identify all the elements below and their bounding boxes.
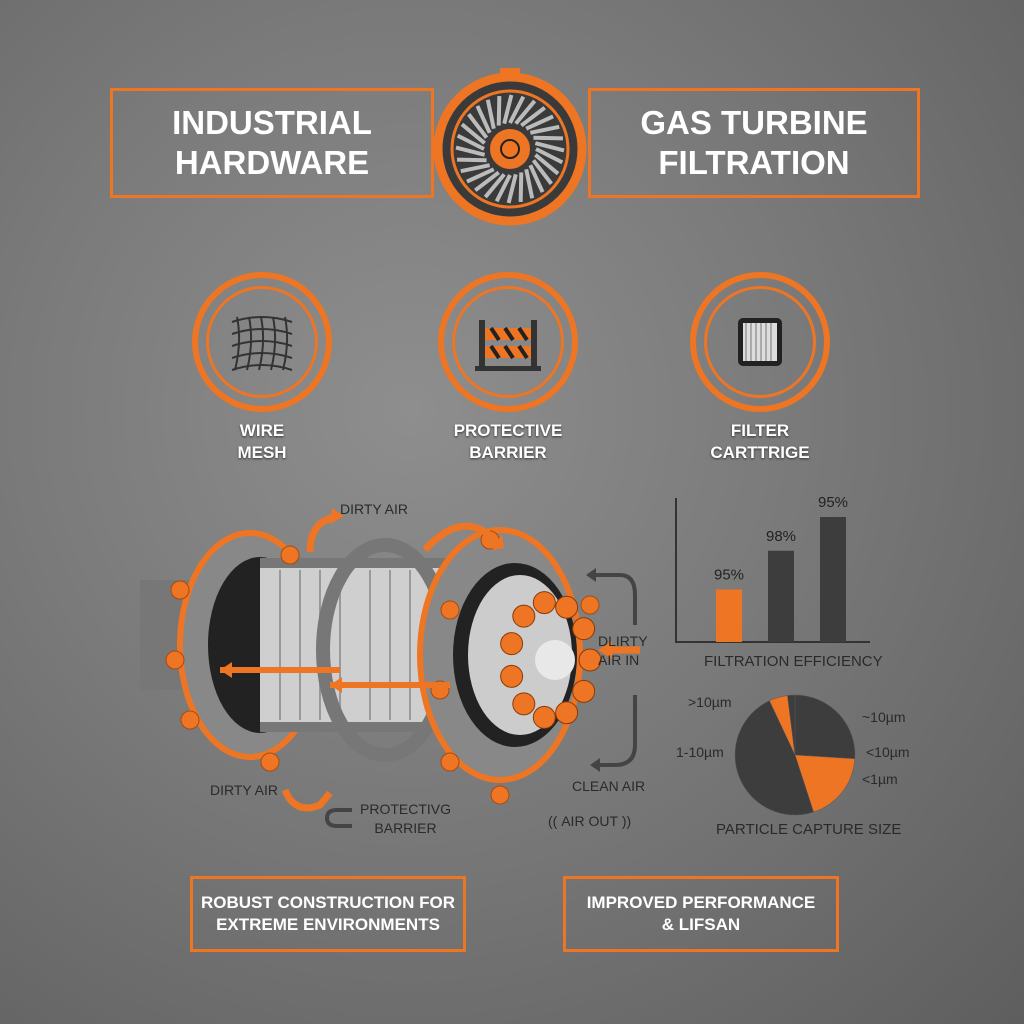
filter-element-cap xyxy=(500,664,524,688)
filtration-efficiency-title: FILTRATION EFFICIENCY xyxy=(704,653,883,670)
dirty-air-in-label: DLIRTY AIR IN xyxy=(598,633,648,668)
turbine-fan-icon xyxy=(433,68,587,226)
filter-element-cap xyxy=(578,648,602,672)
header-left-box: INDUSTRIAL HARDWARE xyxy=(110,88,434,198)
filter-cartridge-label: FILTER CARTTRIGE xyxy=(710,421,810,462)
protecting-barrier-label: PROTECTIVG BARRIER xyxy=(360,801,452,836)
filtration-efficiency-chart: 95% 98% 95% xyxy=(675,494,870,643)
bar-value-label-2: 95% xyxy=(818,494,848,511)
bar-2 xyxy=(820,517,846,642)
pie-slice-2 xyxy=(734,700,814,816)
header-right-line1: GAS TURBINE xyxy=(640,104,868,141)
pie-label-1to10: 1-10µm xyxy=(676,744,724,760)
bar-value-label-0: 95% xyxy=(714,567,744,584)
protective-barrier-ring xyxy=(438,272,578,412)
filter-element-cap xyxy=(500,632,524,656)
filter-element-cap xyxy=(512,604,536,628)
filter-element-cap xyxy=(572,617,596,641)
pie-label-lt10: <10µm xyxy=(866,744,910,760)
protective-barrier-icon xyxy=(475,320,541,371)
header-left-line1: INDUSTRIAL xyxy=(172,104,372,141)
footer-left-box: ROBUST CONSTRUCTION FOR EXTREME ENVIRONME… xyxy=(190,876,466,952)
filter-element-cap xyxy=(555,595,579,619)
filter-cartridge-icon xyxy=(738,318,782,366)
wire-mesh-icon xyxy=(231,316,293,371)
filter-element-cap xyxy=(532,591,556,615)
clean-air-label: CLEAN AIR xyxy=(572,778,646,794)
pie-label-gt10: >10µm xyxy=(688,694,732,710)
bar-0 xyxy=(716,589,742,642)
dirty-air-bottom-label: DIRTY AIR xyxy=(210,782,278,798)
pie-slice-1 xyxy=(794,754,856,813)
footer-right-box: IMPROVED PERFORMANCE & LIFSAN xyxy=(563,876,839,952)
wire-mesh-ring xyxy=(192,272,332,412)
bar-1 xyxy=(768,550,794,642)
filter-element-cap xyxy=(572,679,596,703)
particle-capture-pie xyxy=(734,694,856,816)
header-right-box: GAS TURBINE FILTRATION xyxy=(588,88,920,198)
pie-label-lt1: <1µm xyxy=(862,771,898,787)
protective-barrier-label: PROTECTIVE BARRIER xyxy=(453,421,563,462)
bar-chart-axes xyxy=(675,498,870,643)
filter-element-cap xyxy=(555,701,579,725)
filter-element-cap xyxy=(532,705,556,729)
particle-capture-title: PARTICLE CAPTURE SIZE xyxy=(716,821,902,838)
filter-assembly-illustration xyxy=(140,508,640,828)
dirty-air-top-label: DIRTY AIR xyxy=(340,501,408,517)
filter-cartridge-ring xyxy=(690,272,830,412)
filter-element-cap xyxy=(512,692,536,716)
pie-slice-0 xyxy=(794,694,856,760)
header-left-line2: HARDWARE xyxy=(174,144,370,181)
air-out-label: (( AIR OUT )) xyxy=(548,813,632,829)
pie-slice-4 xyxy=(787,694,796,756)
pie-label-approx10: ~10µm xyxy=(862,709,906,725)
wire-mesh-label: WIRE MESH xyxy=(237,421,287,462)
header-right-line2: FILTRATION xyxy=(658,144,850,181)
bar-value-label-1: 98% xyxy=(766,528,796,545)
